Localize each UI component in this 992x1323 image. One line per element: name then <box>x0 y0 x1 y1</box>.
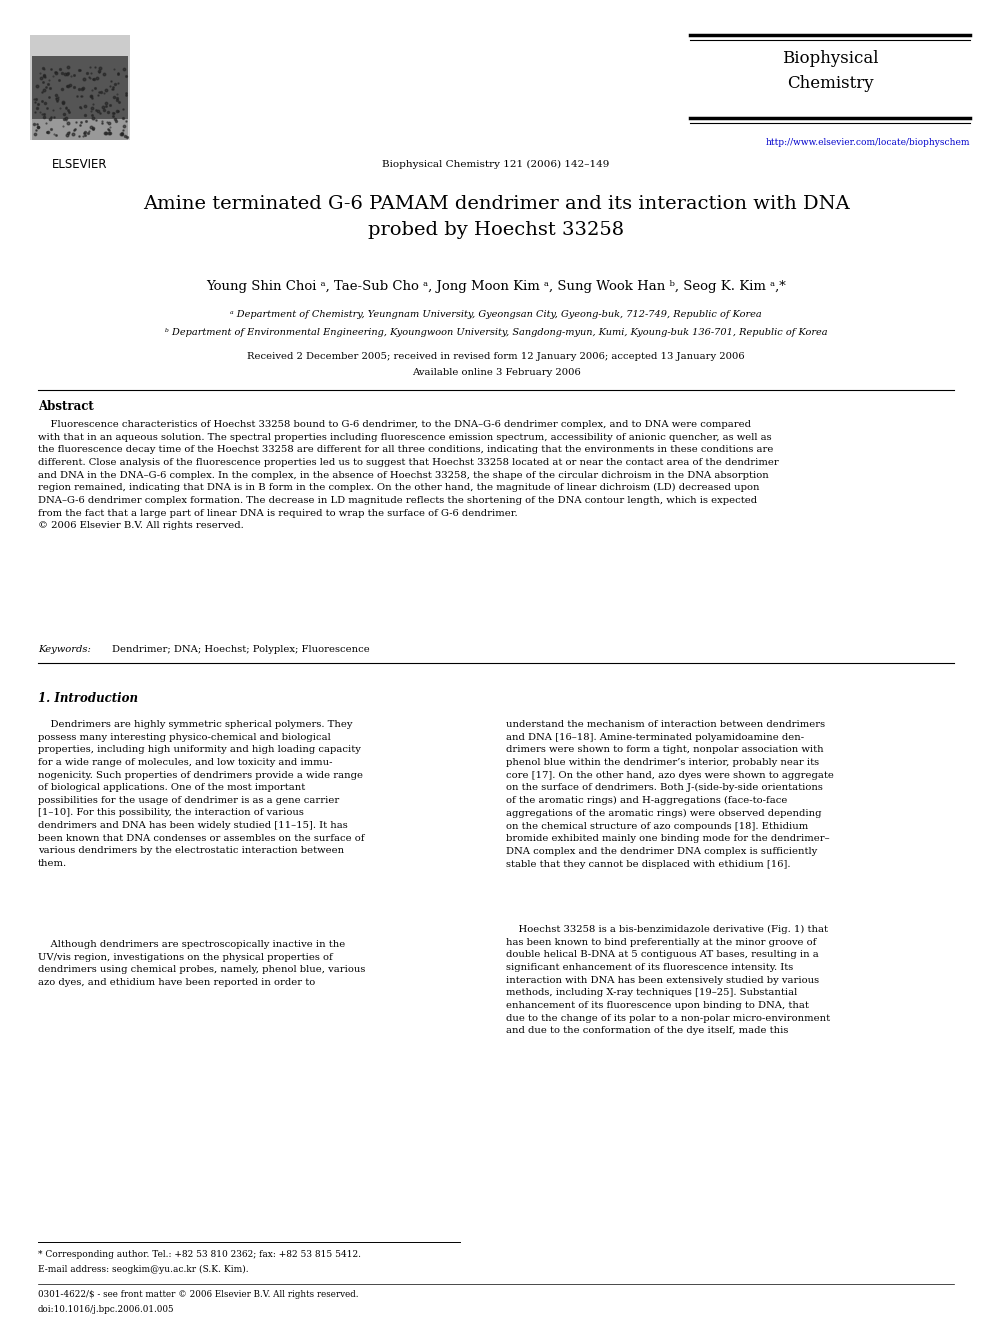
Text: ELSEVIER: ELSEVIER <box>53 157 108 171</box>
Text: Biophysical Chemistry 121 (2006) 142–149: Biophysical Chemistry 121 (2006) 142–149 <box>382 160 610 169</box>
Text: Hoechst 33258 is a bis-benzimidazole derivative (Fig. 1) that
has been known to : Hoechst 33258 is a bis-benzimidazole der… <box>506 925 830 1035</box>
Bar <box>32 119 128 140</box>
Text: understand the mechanism of interaction between dendrimers
and DNA [16–18]. Amin: understand the mechanism of interaction … <box>506 720 834 869</box>
Text: 1. Introduction: 1. Introduction <box>38 692 138 705</box>
Text: doi:10.1016/j.bpc.2006.01.005: doi:10.1016/j.bpc.2006.01.005 <box>38 1304 175 1314</box>
Text: ᵇ Department of Environmental Engineering, Kyoungwoon University, Sangdong-myun,: ᵇ Department of Environmental Engineerin… <box>165 328 827 337</box>
Bar <box>30 34 130 140</box>
Text: Young Shin Choi ᵃ, Tae-Sub Cho ᵃ, Jong Moon Kim ᵃ, Sung Wook Han ᵇ, Seog K. Kim : Young Shin Choi ᵃ, Tae-Sub Cho ᵃ, Jong M… <box>206 280 786 292</box>
Bar <box>32 57 128 135</box>
Text: Keywords:: Keywords: <box>38 646 91 654</box>
Text: Although dendrimers are spectroscopically inactive in the
UV/vis region, investi: Although dendrimers are spectroscopicall… <box>38 941 365 987</box>
Text: Fluorescence characteristics of Hoechst 33258 bound to G-6 dendrimer, to the DNA: Fluorescence characteristics of Hoechst … <box>38 419 779 531</box>
Text: Amine terminated G-6 PAMAM dendrimer and its interaction with DNA
probed by Hoec: Amine terminated G-6 PAMAM dendrimer and… <box>143 194 849 239</box>
Text: Dendrimers are highly symmetric spherical polymers. They
possess many interestin: Dendrimers are highly symmetric spherica… <box>38 720 364 868</box>
Text: http://www.elsevier.com/locate/biophyschem: http://www.elsevier.com/locate/biophysch… <box>766 138 970 147</box>
Text: Received 2 December 2005; received in revised form 12 January 2006; accepted 13 : Received 2 December 2005; received in re… <box>247 352 745 361</box>
Text: ᵃ Department of Chemistry, Yeungnam University, Gyeongsan City, Gyeong-buk, 712-: ᵃ Department of Chemistry, Yeungnam Univ… <box>230 310 762 319</box>
Text: Abstract: Abstract <box>38 400 94 413</box>
Text: Dendrimer; DNA; Hoechst; Polyplex; Fluorescence: Dendrimer; DNA; Hoechst; Polyplex; Fluor… <box>112 646 370 654</box>
Text: E-mail address: seogkim@yu.ac.kr (S.K. Kim).: E-mail address: seogkim@yu.ac.kr (S.K. K… <box>38 1265 249 1274</box>
Text: * Corresponding author. Tel.: +82 53 810 2362; fax: +82 53 815 5412.: * Corresponding author. Tel.: +82 53 810… <box>38 1250 361 1259</box>
Text: 0301-4622/$ - see front matter © 2006 Elsevier B.V. All rights reserved.: 0301-4622/$ - see front matter © 2006 El… <box>38 1290 358 1299</box>
Text: Available online 3 February 2006: Available online 3 February 2006 <box>412 368 580 377</box>
Text: Biophysical
Chemistry: Biophysical Chemistry <box>782 50 878 91</box>
